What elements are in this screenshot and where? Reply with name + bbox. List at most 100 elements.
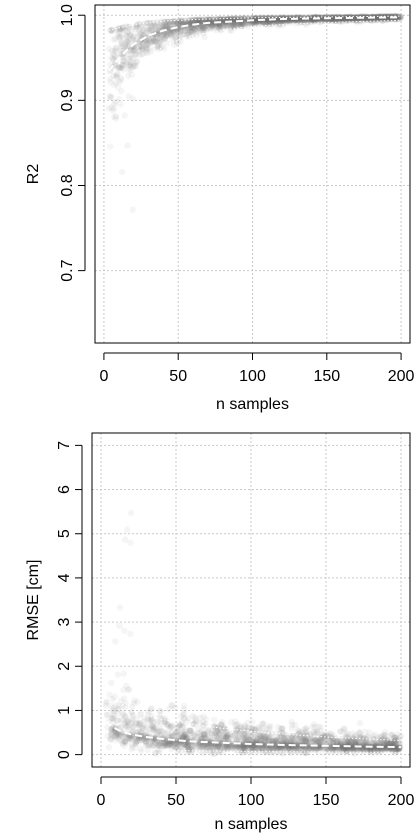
data-point [343,739,350,747]
y-tick-label: 5 [56,529,73,538]
y-tick-label: 7 [56,441,73,450]
data-point [127,58,134,65]
data-point [120,670,128,677]
data-point [205,727,212,734]
data-point [311,721,318,728]
data-point [190,720,197,728]
data-point [297,15,304,22]
data-point [122,40,129,48]
data-point [199,24,206,31]
data-point [156,40,163,47]
data-point [317,723,324,731]
data-point [171,17,178,25]
data-point [201,33,208,41]
data-point [200,24,208,31]
data-point [185,17,193,25]
data-point [181,17,189,25]
data-point [159,18,166,25]
data-point [139,45,146,52]
data-point [272,19,279,27]
data-point [221,21,229,28]
data-point [167,30,174,37]
data-point [135,39,142,46]
data-point [353,14,360,21]
data-point [152,24,159,31]
data-point [141,20,149,27]
data-point [307,15,315,22]
data-point [214,16,221,23]
data-point [350,15,357,22]
data-point [110,72,117,80]
data-point [230,15,237,23]
data-point [218,26,226,33]
data-point [133,58,140,65]
data-point [352,14,359,21]
data-point [273,19,280,26]
data-point [186,22,194,29]
data-point [117,101,124,108]
data-point [171,704,179,711]
data-point [329,16,337,23]
data-point [135,47,143,55]
data-point [155,27,162,34]
data-point [132,51,139,58]
x-tick-label: 100 [238,792,265,809]
x-tick-label: 0 [97,792,106,809]
data-point [130,62,137,70]
data-point [236,22,244,29]
data-point [363,14,370,21]
data-point [180,702,188,710]
x-tick-label: 200 [388,368,415,385]
data-point [344,733,351,740]
data-point [146,27,153,34]
data-point [132,50,140,57]
data-point [220,17,227,24]
data-point [204,744,211,751]
data-point [177,18,184,25]
r2-x-axis-title: n samples [216,396,289,413]
data-point [374,16,381,23]
data-point [158,19,165,26]
data-point [112,638,119,645]
data-point [144,34,152,42]
data-point [108,726,115,733]
data-point [286,15,294,22]
data-point [166,25,174,32]
data-point [245,23,253,30]
data-point [337,728,344,735]
data-point [117,39,125,47]
data-point [316,737,323,745]
data-point [110,36,117,43]
data-point [187,727,194,734]
data-point [209,16,216,23]
data-point [116,30,124,37]
x-tick-label: 50 [169,368,187,385]
data-point [127,509,135,517]
y-tick-label: 0.8 [59,174,76,196]
data-point [129,46,136,53]
data-point [294,726,301,733]
data-point [354,19,361,26]
data-point [164,39,171,47]
data-point [125,24,132,31]
data-point [168,30,175,38]
data-point [381,16,389,24]
data-point [143,45,150,52]
data-point [132,37,139,44]
data-point [153,19,161,26]
data-point [118,168,126,176]
data-point [108,27,115,34]
data-point [384,14,391,21]
data-point [127,53,135,61]
data-point [211,716,218,724]
data-point [208,22,216,29]
data-point [217,23,225,30]
data-point [151,36,158,44]
rmse-points [102,509,405,757]
data-point [140,21,147,29]
data-point [215,743,222,750]
data-point [201,24,208,31]
data-point [151,22,158,29]
data-point [173,728,181,735]
data-point [232,17,239,24]
